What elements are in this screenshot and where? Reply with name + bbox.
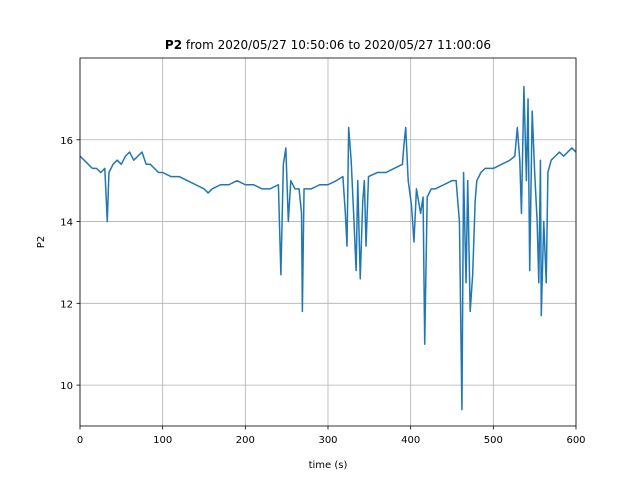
- x-tick-label: 600: [566, 435, 585, 446]
- y-tick-label: 16: [60, 136, 73, 147]
- x-tick-label: 400: [401, 435, 420, 446]
- x-tick-label: 200: [236, 435, 255, 446]
- x-tick-label: 0: [77, 435, 83, 446]
- data-line: [79, 85, 577, 411]
- y-axis-label: P2: [36, 236, 47, 248]
- x-axis-label: time (s): [309, 460, 348, 471]
- y-tick-label: 10: [60, 381, 73, 392]
- axes-frame: [79, 57, 577, 427]
- y-tick-label: 12: [60, 299, 73, 310]
- x-tick-label: 300: [318, 435, 337, 446]
- x-tick-label: 100: [153, 435, 172, 446]
- y-tick-label: 14: [60, 218, 73, 229]
- x-tick-label: 500: [484, 435, 503, 446]
- title-rest: from 2020/05/27 10:50:06 to 2020/05/27 1…: [186, 38, 491, 52]
- title-bold: P2: [165, 38, 182, 52]
- chart-title: P2 from 2020/05/27 10:50:06 to 2020/05/2…: [165, 38, 491, 52]
